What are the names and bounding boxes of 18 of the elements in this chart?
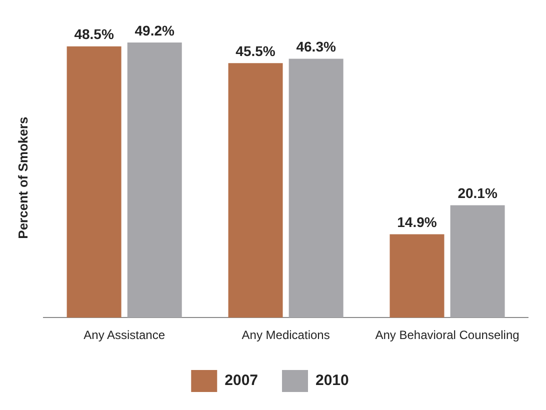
bar: [66, 46, 122, 318]
y-axis-title: Percent of Smokers: [15, 116, 30, 239]
bar: [288, 58, 344, 318]
legend-label: 2007: [224, 372, 258, 390]
bar: [228, 63, 283, 318]
data-label: 46.3%: [296, 38, 336, 55]
data-label: 20.1%: [458, 185, 498, 202]
x-tick-label: Any Assistance: [84, 328, 166, 342]
legend-label: 2010: [316, 372, 349, 390]
x-tick-label: Any Behavioral Counseling: [375, 328, 520, 342]
bar: [450, 205, 505, 318]
data-label: 45.5%: [236, 43, 276, 60]
bar: [127, 42, 182, 318]
bar: [390, 234, 444, 318]
x-tick-label: Any Medications: [242, 328, 330, 342]
data-label: 49.2%: [134, 22, 176, 38]
data-label: 14.9%: [397, 214, 438, 230]
data-label: 48.5%: [74, 26, 114, 42]
